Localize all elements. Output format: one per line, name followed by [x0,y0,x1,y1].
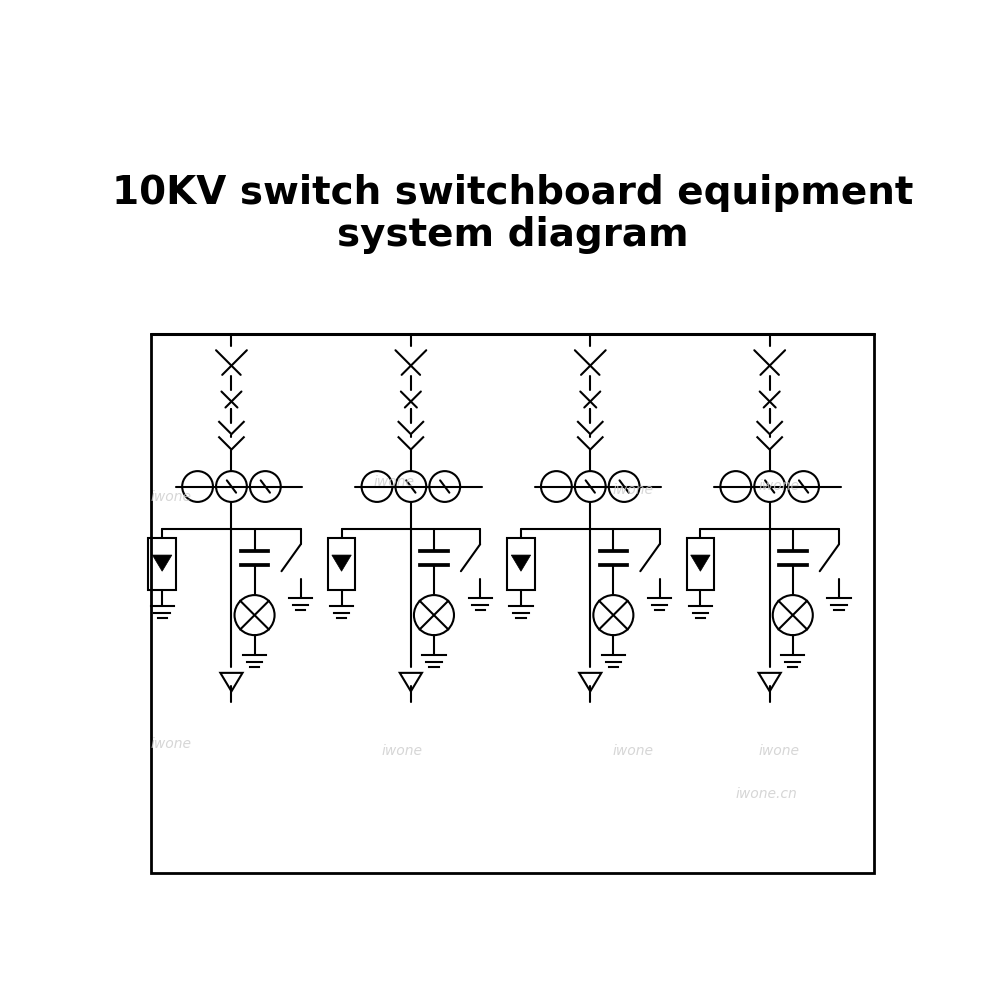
Text: iwone: iwone [759,479,800,493]
Bar [328,538,355,590]
Polygon shape [759,673,781,691]
Text: system diagram: system diagram [337,217,688,254]
Bar [687,538,714,590]
Polygon shape [579,673,601,691]
Polygon shape [220,673,243,691]
Text: iwone: iwone [151,490,192,504]
Polygon shape [152,555,172,571]
Text: iwone.cn: iwone.cn [736,787,798,801]
Polygon shape [691,555,710,571]
Text: 10KV switch switchboard equipment: 10KV switch switchboard equipment [112,174,913,212]
Text: iwone: iwone [613,744,654,758]
Bar [507,538,535,590]
Text: iwone: iwone [613,483,654,497]
Text: iwone: iwone [759,744,800,758]
Bar [151,334,874,873]
Polygon shape [400,673,422,691]
Text: iwone: iwone [374,475,415,489]
Text: iwone: iwone [382,744,423,758]
Text: iwone: iwone [151,737,192,751]
Polygon shape [332,555,351,571]
Bar [148,538,176,590]
Polygon shape [511,555,531,571]
